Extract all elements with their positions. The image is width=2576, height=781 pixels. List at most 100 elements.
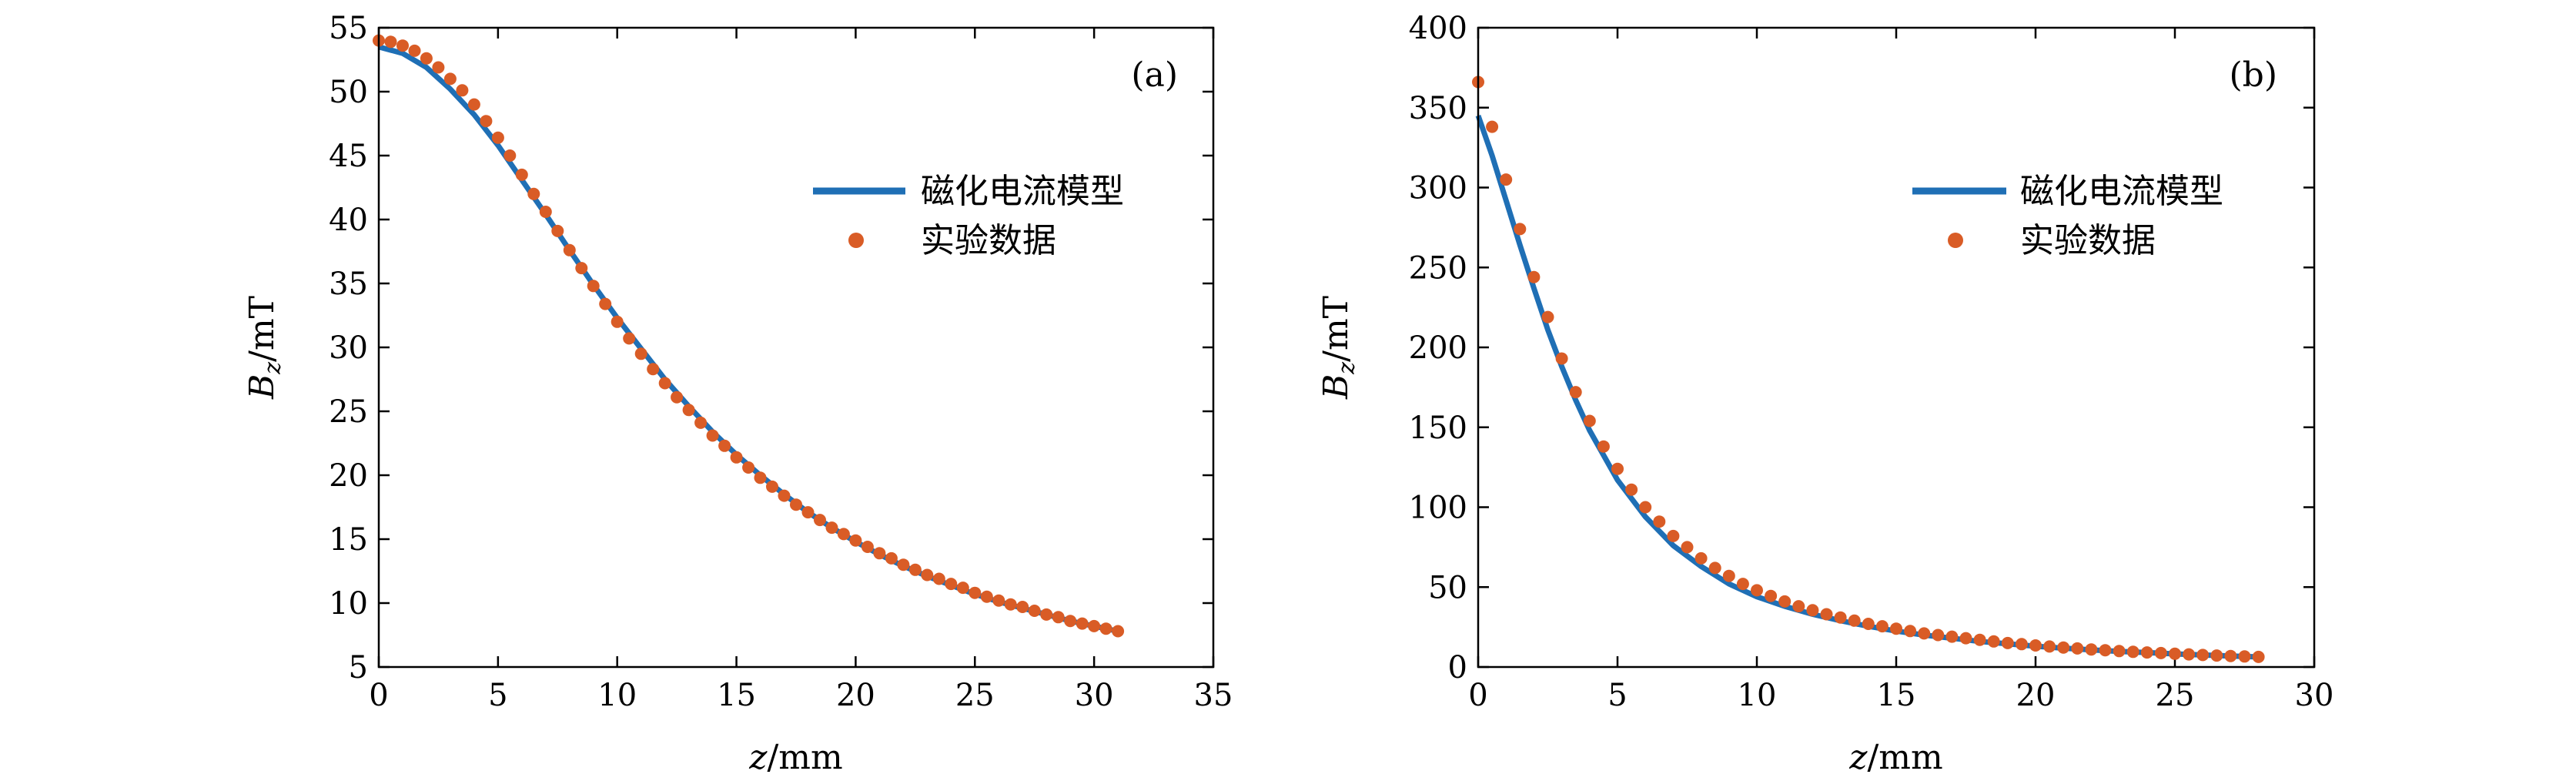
data-point [2154,646,2167,659]
data-point [1834,611,1847,624]
x-tick-label: 10 [1738,678,1777,713]
y-tick-label: 350 [1409,91,1467,126]
data-point [611,315,624,328]
data-point [1751,584,1763,597]
data-point [1016,601,1029,613]
legend-label-experiment: 实验数据 [2020,221,2156,260]
data-point [790,498,802,511]
y-tick-label: 150 [1409,411,1467,446]
legend: 磁化电流模型 实验数据 [813,172,1124,260]
data-point [396,39,409,52]
y-tick-label: 35 [329,266,368,302]
legend: 磁化电流模型 实验数据 [1912,172,2223,260]
data-point [956,582,969,595]
y-tick-label: 45 [329,139,368,174]
data-point [1681,541,1694,554]
data-point [1112,625,1125,638]
data-point [980,590,993,603]
data-point [945,578,958,591]
data-point [706,429,719,442]
data-point [634,347,647,360]
data-point [515,168,528,181]
data-point [1040,608,1053,621]
data-point [480,115,493,128]
y-tick-label: 55 [329,11,368,46]
x-axis-variable: z [1848,738,1868,777]
legend-dot-swatch [1948,233,1963,248]
y-axis-unit: /mT [1316,296,1356,362]
data-point [1541,310,1554,323]
data-point [1848,614,1861,627]
data-point [921,568,934,582]
data-point [873,547,886,560]
data-point [1088,619,1101,632]
data-point [897,558,910,572]
data-point [718,439,731,452]
panel-label: (a) [1131,55,1178,95]
data-point [908,563,922,576]
x-tick-label: 10 [597,678,637,713]
data-point [1028,605,1041,617]
data-point [861,541,874,553]
y-tick-label: 10 [329,586,368,622]
y-tick-label: 100 [1409,491,1467,526]
data-point [2126,645,2139,659]
x-axis-variable: z [748,738,768,777]
data-point [1736,578,1749,591]
y-tick-label: 400 [1409,11,1467,46]
data-point [2057,641,2070,654]
data-point [801,506,815,519]
y-axis-subscript: z [1333,362,1360,375]
data-point [1004,598,1017,611]
data-point [1527,270,1541,283]
data-point [1569,386,1582,399]
y-axis-variable: B [1316,374,1356,400]
data-point [1792,600,1805,613]
data-point [825,521,838,535]
data-point [1597,440,1610,453]
data-point [814,514,826,527]
data-point [1611,462,1624,475]
x-tick-label: 5 [488,678,507,713]
legend-dot-swatch [848,233,864,248]
data-point [1694,551,1708,565]
data-point [1076,617,1089,630]
data-point [2224,649,2237,662]
data-point [1904,625,1917,638]
data-point [623,332,636,345]
x-tick-label: 0 [369,678,388,713]
x-tick-label: 15 [1877,678,1916,713]
data-point [1987,635,2000,648]
data-point [1653,515,1666,528]
data-point [1973,633,1986,646]
y-axis-subscript: z [259,362,286,375]
model-line-series [378,44,1119,634]
legend-label-model: 磁化电流模型 [2020,172,2223,211]
plot-frame [377,26,1215,669]
data-point [1555,352,1568,365]
y-tick-label: 50 [1428,570,1467,605]
y-tick-label: 300 [1409,171,1467,206]
data-point [932,572,945,585]
data-point [742,461,755,474]
y-tick-label: 15 [329,522,368,558]
legend-label-model: 磁化电流模型 [921,172,1124,211]
data-point [1486,120,1499,133]
experimental-points-series [1472,75,2265,663]
data-point [992,594,1005,607]
data-point [2169,647,2181,660]
data-point [1875,620,1889,633]
data-point [766,480,778,493]
data-point [1862,618,1875,630]
x-tick-label: 25 [955,678,995,713]
x-axis-title: z/mm [748,738,842,777]
x-axis-unit: /mm [767,738,842,777]
data-point [694,416,708,429]
data-point [2183,648,2196,661]
data-point [2210,649,2223,662]
y-axis-unit: /mT [243,296,282,362]
